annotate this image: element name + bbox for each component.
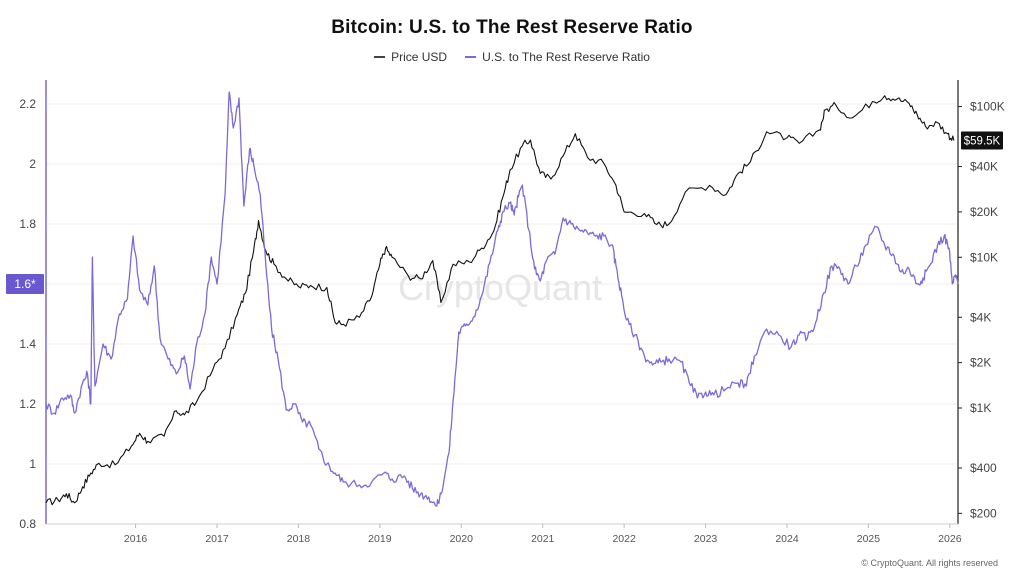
right-tick-label: $1K xyxy=(970,401,991,415)
left-tick-label: 1.4 xyxy=(19,337,36,351)
legend-swatch-ratio xyxy=(465,56,477,58)
chart-title: Bitcoin: U.S. to The Rest Reserve Ratio xyxy=(331,17,693,38)
x-tick-label: 2018 xyxy=(287,533,311,545)
series-line-price xyxy=(45,95,955,506)
right-tick-label: $4K xyxy=(970,310,991,324)
legend-label-ratio: U.S. to The Rest Reserve Ratio xyxy=(482,50,650,64)
left-tick-label: 1.8 xyxy=(19,217,36,231)
legend-item-ratio[interactable]: U.S. to The Rest Reserve Ratio xyxy=(465,50,650,64)
left-tick-label: 2 xyxy=(29,157,36,171)
right-marker-badge xyxy=(961,131,1003,150)
x-tick-label: 2021 xyxy=(531,533,555,545)
x-tick-label: 2026 xyxy=(938,533,962,545)
series-layer xyxy=(45,91,959,507)
x-tick-label: 2025 xyxy=(857,533,881,545)
x-tick-label: 2017 xyxy=(205,533,229,545)
legend-item-price[interactable]: Price USD xyxy=(374,50,447,64)
grid-lines xyxy=(46,103,958,525)
x-tick-label: 2022 xyxy=(612,533,636,545)
copyright-footer: © CryptoQuant. All rights reserved xyxy=(861,558,998,568)
left-tick-label: 0.8 xyxy=(19,517,36,531)
chart-legend: Price USD U.S. to The Rest Reserve Ratio xyxy=(0,50,1024,64)
x-tick-label: 2024 xyxy=(775,533,799,545)
right-tick-label: $20K xyxy=(970,205,998,219)
right-tick-label: $10K xyxy=(970,250,998,264)
series-line-ratio xyxy=(45,91,959,507)
right-tick-label: $40K xyxy=(970,160,998,174)
x-tick-label: 2023 xyxy=(694,533,718,545)
axes xyxy=(45,80,962,528)
value-markers: 1.6* $59.5K xyxy=(6,131,1003,294)
x-tick-label: 2020 xyxy=(450,533,474,545)
watermark: CryptoQuant xyxy=(398,267,602,308)
x-tick-label: 2019 xyxy=(368,533,392,545)
x-tick-label: 2016 xyxy=(124,533,148,545)
right-marker-label: $59.5K xyxy=(964,136,1001,148)
right-tick-label: $400 xyxy=(970,461,997,475)
left-tick-label: 2.2 xyxy=(19,97,36,111)
legend-label-price: Price USD xyxy=(391,50,448,64)
legend-swatch-price xyxy=(374,56,386,58)
left-tick-label: 1.2 xyxy=(19,397,36,411)
left-tick-label: 1 xyxy=(29,457,36,471)
right-tick-label: $2K xyxy=(970,356,991,370)
right-tick-label: $100K xyxy=(970,100,1005,114)
left-marker-label: 1.6* xyxy=(14,277,36,291)
right-tick-label: $200 xyxy=(970,506,997,520)
left-marker-badge xyxy=(6,274,44,294)
